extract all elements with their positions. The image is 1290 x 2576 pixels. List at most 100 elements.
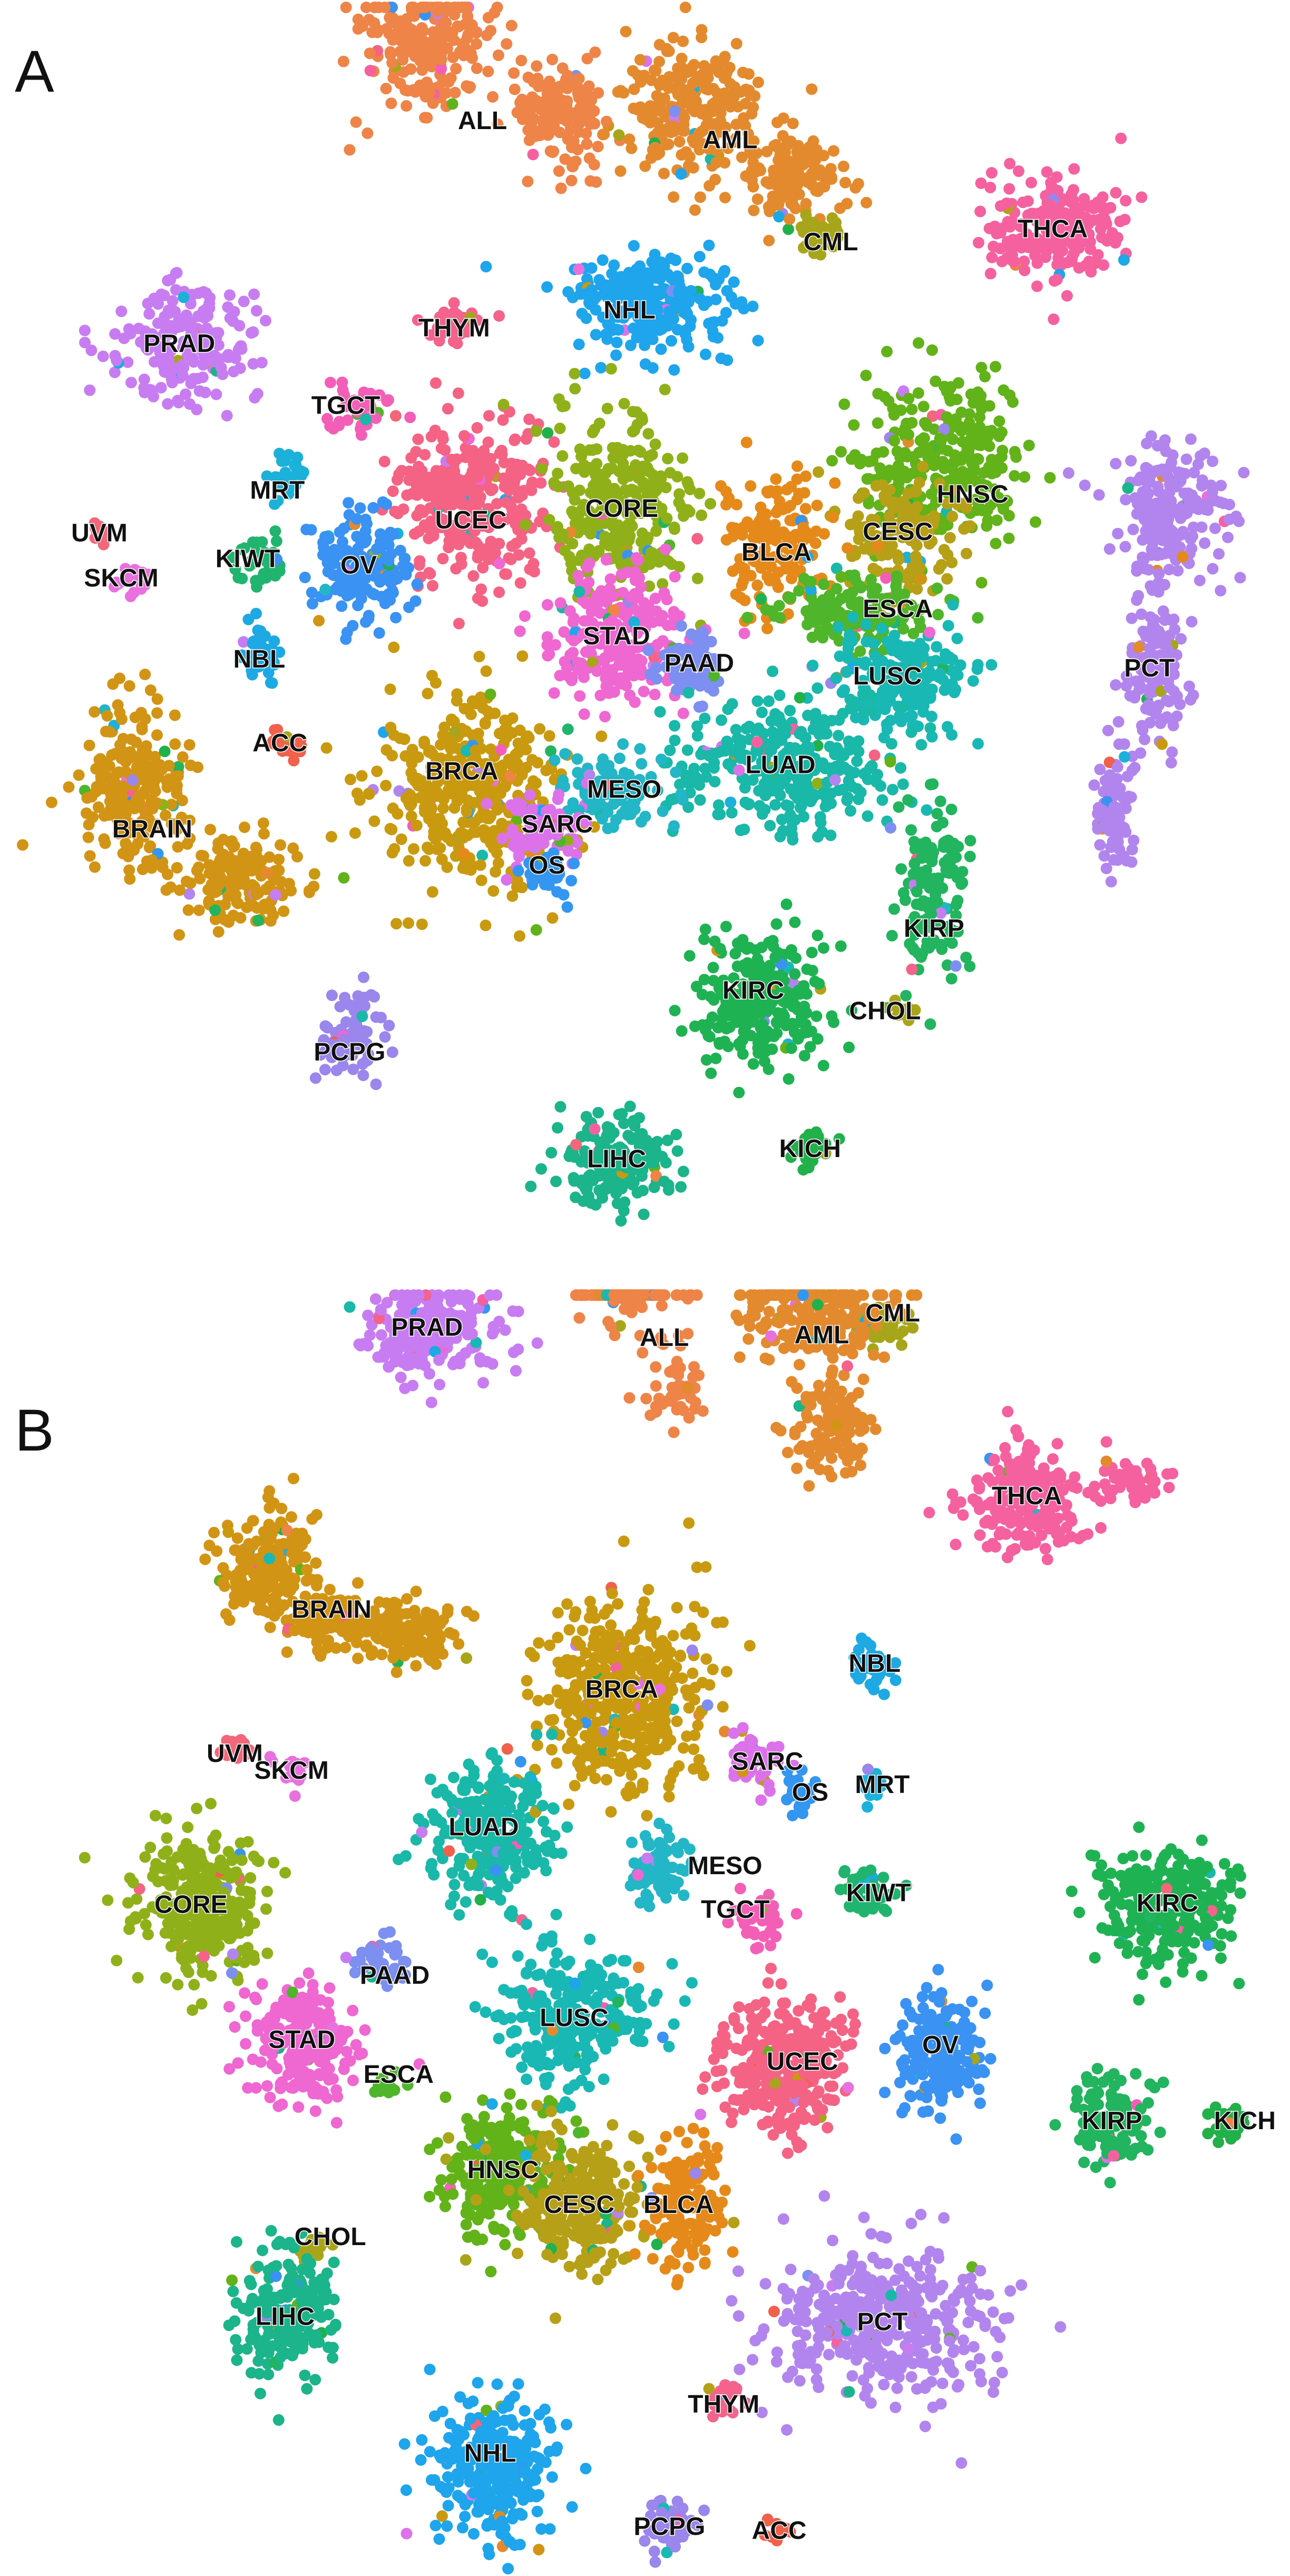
data-point	[774, 830, 786, 843]
data-point	[1131, 594, 1143, 606]
data-point	[795, 545, 807, 557]
data-point	[719, 192, 731, 203]
data-point	[1079, 479, 1091, 491]
data-point	[1004, 158, 1016, 170]
data-point	[975, 403, 988, 415]
data-point	[1029, 249, 1041, 261]
data-point	[413, 525, 425, 537]
data-point	[578, 708, 590, 720]
data-point	[681, 744, 693, 756]
data-point	[751, 736, 763, 748]
data-point	[713, 273, 725, 286]
data-point	[439, 492, 451, 504]
data-point	[693, 779, 706, 791]
data-point	[710, 55, 722, 67]
data-point	[998, 384, 1010, 396]
data-point	[761, 486, 773, 497]
data-point	[787, 178, 799, 190]
data-point	[1009, 446, 1021, 458]
data-point	[884, 511, 896, 523]
data-point	[1112, 805, 1124, 817]
data-point	[1183, 680, 1195, 692]
data-point	[565, 121, 577, 133]
data-point	[833, 730, 845, 742]
data-point	[269, 570, 281, 582]
data-point	[693, 251, 706, 262]
data-point	[1127, 523, 1139, 535]
data-point	[1138, 554, 1150, 566]
data-point	[328, 548, 340, 560]
data-point	[789, 186, 802, 198]
data-point	[1096, 231, 1108, 243]
data-point	[384, 683, 396, 696]
data-point	[934, 668, 946, 680]
data-point	[1110, 187, 1122, 199]
data-point	[388, 641, 400, 653]
data-point	[468, 816, 481, 828]
data-point	[554, 423, 566, 435]
data-point	[523, 134, 535, 146]
data-point	[414, 55, 426, 67]
data-point	[986, 467, 998, 479]
data-point	[354, 502, 366, 514]
data-point	[515, 54, 527, 66]
data-point	[430, 465, 442, 477]
data-point	[478, 824, 490, 836]
data-point	[603, 281, 615, 293]
data-point	[363, 613, 375, 625]
data-point	[155, 288, 168, 300]
data-point	[1111, 761, 1123, 773]
data-point	[79, 337, 91, 349]
data-point	[601, 485, 613, 497]
data-point	[295, 465, 307, 477]
data-point	[876, 794, 888, 806]
data-point	[812, 777, 824, 789]
data-point	[827, 241, 839, 252]
data-point	[152, 298, 164, 310]
data-point	[324, 420, 336, 432]
data-point	[653, 556, 665, 568]
data-point	[184, 337, 196, 349]
data-point	[896, 701, 908, 713]
data-point	[340, 633, 352, 645]
data-point	[367, 554, 379, 566]
data-point	[411, 38, 423, 50]
data-point	[693, 138, 706, 150]
data-point	[974, 205, 986, 218]
data-point	[1159, 434, 1171, 446]
data-point	[554, 670, 566, 682]
data-point	[1194, 574, 1206, 586]
data-point	[941, 411, 953, 423]
data-point	[800, 470, 812, 482]
data-point	[130, 570, 142, 582]
data-point	[520, 510, 532, 522]
data-point	[924, 722, 936, 734]
data-point	[675, 168, 687, 180]
data-point	[578, 459, 590, 471]
data-point	[752, 335, 764, 347]
data-point	[438, 794, 450, 805]
data-point	[787, 117, 799, 130]
data-point	[1162, 545, 1174, 557]
data-point	[942, 620, 954, 632]
data-point	[835, 571, 847, 583]
data-point	[350, 116, 362, 128]
data-point	[141, 330, 152, 342]
data-point	[1187, 521, 1199, 533]
data-point	[829, 774, 841, 786]
data-point	[321, 557, 334, 569]
data-point	[461, 806, 473, 818]
data-point	[523, 547, 535, 559]
data-point	[583, 557, 595, 570]
data-point	[829, 477, 841, 489]
data-point	[569, 383, 581, 395]
data-point	[79, 325, 91, 337]
data-point	[623, 133, 636, 145]
data-point	[464, 311, 476, 324]
data-point	[1110, 679, 1122, 691]
data-point	[199, 386, 211, 398]
data-point	[487, 885, 500, 897]
data-point	[473, 651, 485, 662]
data-point	[1148, 621, 1160, 633]
data-point	[643, 450, 655, 463]
